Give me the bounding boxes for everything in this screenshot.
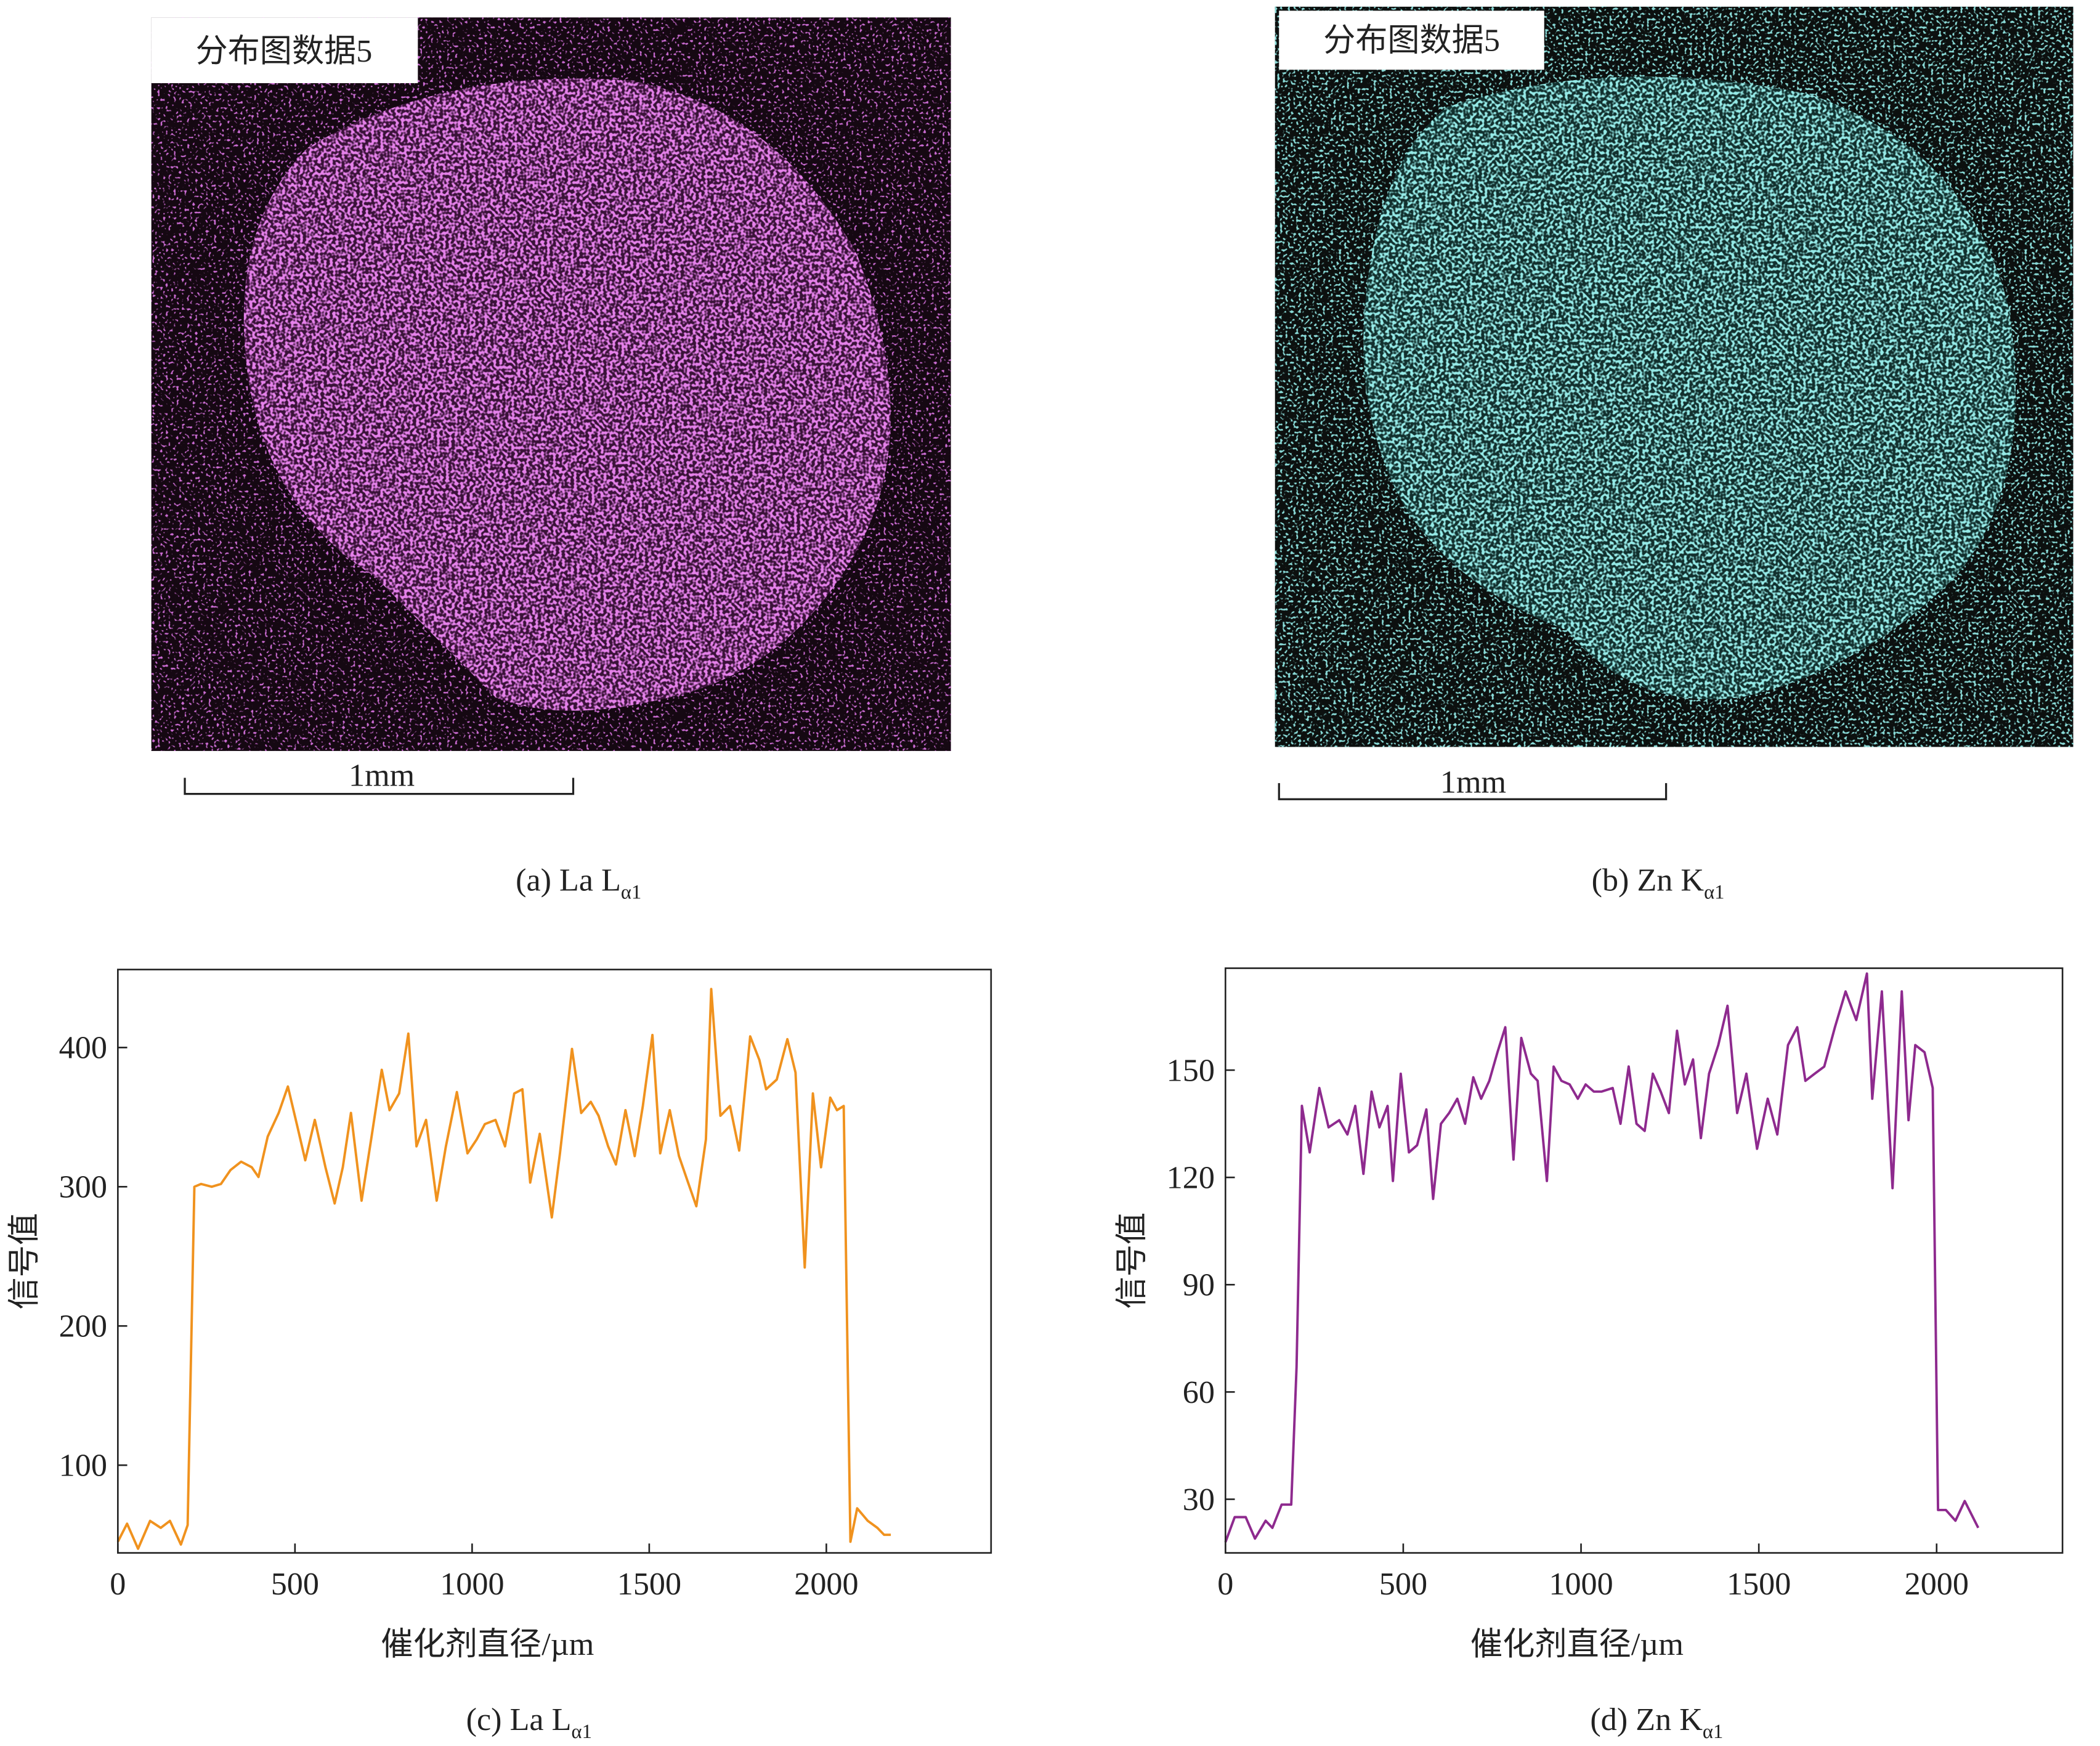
y-tick-label: 60 (1183, 1374, 1215, 1410)
y-tick-label: 120 (1167, 1159, 1215, 1195)
x-tick-label: 0 (1217, 1566, 1233, 1602)
y-axis-label: 信号值 (7, 1213, 43, 1310)
scale-label: 1mm (1440, 764, 1506, 800)
caption: (c) La Lα1 (466, 1702, 592, 1743)
caption: (b) Zn Kα1 (1592, 862, 1725, 903)
caption-text: (b) Zn K (1592, 862, 1705, 898)
y-tick-label: 200 (59, 1309, 107, 1344)
plot-frame (117, 968, 992, 1554)
caption: (a) La Lα1 (516, 862, 641, 903)
y-tick-label: 100 (59, 1448, 107, 1484)
y-tick-label: 90 (1183, 1267, 1215, 1303)
x-tick-label: 1000 (1549, 1566, 1613, 1602)
y-axis-label: 信号值 (1114, 1212, 1150, 1309)
x-tick-label: 500 (1379, 1566, 1427, 1602)
scale-bar (184, 778, 575, 795)
y-tick-label: 300 (59, 1169, 107, 1205)
caption-text: (a) La L (516, 862, 621, 898)
x-tick-label: 2000 (794, 1566, 858, 1602)
x-axis-label: 催化剂直径/µm (381, 1626, 594, 1662)
line-chart: 0 500 1000 1500 2000 100 200 300 400 催化剂直径/µm 信号值 (… (7, 968, 992, 1743)
scale-label: 1mm (349, 757, 415, 793)
x-tick-label: 500 (271, 1566, 319, 1602)
scale-bar (1278, 783, 1668, 800)
map-a: 分布图数据5 1mm (a) La Lα1 (151, 17, 951, 903)
caption-text: (d) Zn K (1590, 1702, 1703, 1737)
y-tick-label: 150 (1167, 1052, 1215, 1088)
x-tick-label: 0 (110, 1566, 126, 1602)
caption-sub: α1 (1704, 881, 1724, 903)
map-label: 分布图数据5 (1323, 23, 1500, 59)
x-axis-label: 催化剂直径/µm (1470, 1626, 1684, 1662)
x-tick-label: 1500 (617, 1566, 681, 1602)
caption-sub: α1 (621, 881, 641, 903)
data-line (1224, 972, 1980, 1543)
caption-sub: α1 (1703, 1721, 1723, 1743)
map-label-box (151, 17, 418, 83)
x-tick-label: 1500 (1727, 1566, 1791, 1602)
caption: (d) Zn Kα1 (1590, 1702, 1723, 1743)
map-b: 分布图数据5 1mm (b) Zn Kα1 (1275, 6, 2074, 903)
caption-text: (c) La L (466, 1702, 572, 1737)
plot-frame (1225, 967, 2064, 1554)
x-tick-label: 1000 (440, 1566, 504, 1602)
y-tick-label: 400 (59, 1030, 107, 1066)
y-tick-label: 30 (1183, 1482, 1215, 1517)
caption-sub: α1 (571, 1721, 591, 1743)
data-line (116, 988, 891, 1550)
x-tick-label: 2000 (1905, 1566, 1969, 1602)
map-label-box (1279, 10, 1544, 70)
map-label: 分布图数据5 (195, 33, 372, 69)
line-chart: 0 500 1000 1500 2000 30 60 90 120 150 催化剂直径/µm 信号值 (… (1114, 967, 2064, 1743)
